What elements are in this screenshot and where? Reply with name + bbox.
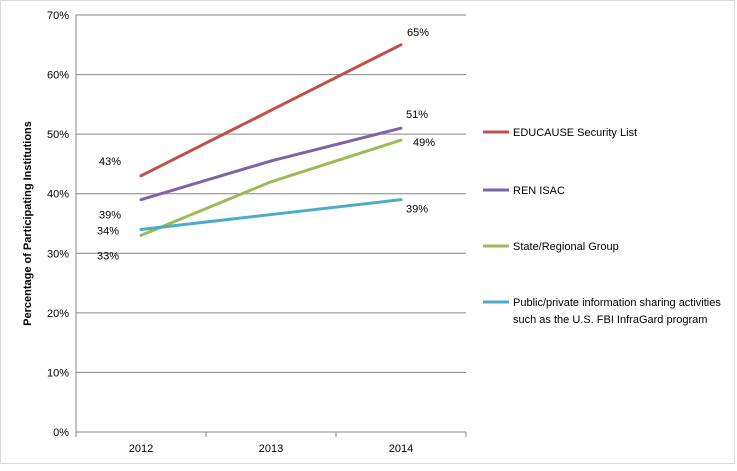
data-label: 33% [97, 250, 119, 262]
legend-label: State/Regional Group [513, 241, 619, 253]
x-tick-label: 2014 [389, 443, 413, 455]
axes: 0% 10% 20% 30% 40% 50% 60% 70% 2012 2013 2014 [47, 10, 467, 455]
data-label: 51% [406, 109, 428, 121]
data-label: 34% [97, 225, 119, 237]
data-label: 39% [99, 210, 121, 222]
gridlines [76, 14, 466, 373]
data-label: 65% [407, 27, 429, 39]
series-line [139, 126, 403, 202]
y-tick-label: 70% [47, 10, 69, 22]
y-tick-label: 50% [47, 129, 69, 141]
y-tick-label: 30% [47, 248, 69, 260]
y-tick-label: 10% [47, 367, 69, 379]
x-tick-label: 2012 [129, 443, 153, 455]
legend-label: REN ISAC [513, 185, 565, 197]
data-label: 39% [406, 204, 428, 216]
x-tick-label: 2013 [259, 443, 283, 455]
data-label: 43% [99, 156, 121, 168]
legend: EDUCAUSE Security List REN ISAC State/Regi… [483, 127, 721, 326]
y-tick-label: 40% [47, 189, 69, 201]
y-tick-label: 20% [47, 308, 69, 320]
series-lines [139, 43, 403, 237]
y-tick-label: 60% [47, 70, 69, 82]
data-labels: 43% 65% 39% 51% 33% 49% 34% 39% [97, 27, 435, 263]
y-tick-label: 0% [53, 427, 69, 439]
series-line [139, 138, 403, 237]
y-axis-title: Percentage of Participating Institutions [22, 121, 34, 326]
legend-label: EDUCAUSE Security List [513, 127, 637, 139]
series-line [139, 198, 403, 231]
series-line [139, 43, 403, 178]
data-label: 49% [413, 137, 435, 149]
legend-label: Public/private information sharing activ… [513, 297, 721, 326]
